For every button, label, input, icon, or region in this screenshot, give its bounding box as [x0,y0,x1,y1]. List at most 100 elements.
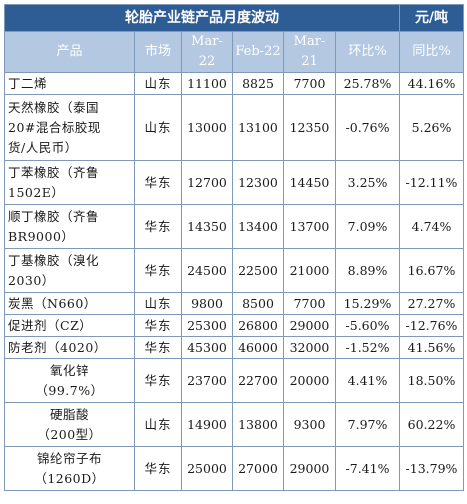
unit-label: 元/吨 [399,4,464,32]
table-row: 硬脂酸 （200型） 山东 14900 13800 9300 7.97% 60.22% [4,402,464,447]
mom-cell: -1.52% [335,336,400,359]
product-name-cell: 天然橡胶（泰国 20#混合标胶现 货/人民币） [4,94,135,161]
yoy-cell: 18.50% [399,358,464,403]
feb22-cell: 46000 [232,336,284,359]
feb22-cell: 13800 [232,402,284,447]
yoy-cell: 4.74% [399,204,464,249]
mar22-cell: 25000 [181,446,233,491]
market-cell: 山东 [134,72,182,95]
product-name-line: 炭黑（N660） [8,295,97,311]
mar21-cell: 9300 [283,402,336,447]
header-feb22: Feb-22 [232,31,284,73]
mar22-cell: 23700 [181,358,233,403]
market-cell: 山东 [134,402,182,447]
feb22-cell: 12300 [232,160,284,205]
yoy-cell: 41.56% [399,336,464,359]
feb22-cell: 8500 [232,292,284,315]
table-title: 轮胎产业链产品月度波动 [4,4,400,32]
product-name-line: BR9000） [8,228,75,244]
mar21-cell: 32000 [283,336,336,359]
table-row: 氧化锌 （99.7%） 华东 23700 22700 20000 4.41% 18.50% [4,358,464,403]
table-row: 丁基橡胶（溴化 2030） 华东 24500 22500 21000 8.89% 16.67% [4,248,464,293]
market-cell: 华东 [134,204,182,249]
header-product: 产品 [4,31,135,73]
product-name-line: 天然橡胶（泰国 [8,99,100,115]
mar22-cell: 13000 [181,94,233,161]
product-name-line: （1260D） [34,470,105,486]
mar21-cell: 7700 [283,292,336,315]
header-mar22: Mar-22 [181,31,233,73]
table-row: 促进剂（CZ） 华东 25300 26800 29000 -5.60% -12.76% [4,314,464,337]
market-cell: 山东 [134,292,182,315]
product-name-cell: 促进剂（CZ） [4,314,135,337]
product-name-line: 氧化锌 [49,362,89,378]
product-name-line: （99.7%） [35,382,104,398]
product-name-line: 锦纶帘子布 [36,450,102,466]
mar21-cell: 29000 [283,314,336,337]
yoy-cell: 60.22% [399,402,464,447]
product-name-line: 促进剂（CZ） [8,317,93,333]
header-mar21: Mar-21 [283,31,336,73]
feb22-cell: 13100 [232,94,284,161]
product-name-line: 20#混合标胶现 [8,119,101,135]
product-name-cell: 氧化锌 （99.7%） [4,358,135,403]
market-cell: 华东 [134,336,182,359]
mar22-cell: 11100 [181,72,233,95]
mom-cell: 4.41% [335,358,400,403]
product-name-line: 丁二烯 [8,75,48,91]
yoy-cell: 5.26% [399,94,464,161]
mar21-cell: 12350 [283,94,336,161]
table-row: 顺丁橡胶（齐鲁 BR9000） 华东 14350 13400 13700 7.09% 4.74… [4,204,464,249]
mar22-cell: 25300 [181,314,233,337]
yoy-cell: 27.27% [399,292,464,315]
product-name-cell: 顺丁橡胶（齐鲁 BR9000） [4,204,135,249]
product-name-line: 顺丁橡胶（齐鲁 [8,208,100,224]
market-cell: 华东 [134,160,182,205]
title-row: 轮胎产业链产品月度波动 元/吨 [4,4,464,32]
header-yoy: 同比% [399,31,464,73]
product-name-line: 防老剂（4020） [8,339,107,355]
product-name-cell: 防老剂（4020） [4,336,135,359]
product-name-line: 硬脂酸 [49,406,89,422]
market-cell: 华东 [134,358,182,403]
yoy-cell: -12.11% [399,160,464,205]
mom-cell: 8.89% [335,248,400,293]
mom-cell: -5.60% [335,314,400,337]
mar21-cell: 21000 [283,248,336,293]
product-name-cell: 锦纶帘子布 （1260D） [4,446,135,491]
market-cell: 山东 [134,94,182,161]
mar22-cell: 24500 [181,248,233,293]
mar22-cell: 14900 [181,402,233,447]
table-row: 丁二烯 山东 11100 8825 7700 25.78% 44.16% [4,72,464,95]
product-name-cell: 硬脂酸 （200型） [4,402,135,447]
mom-cell: 3.25% [335,160,400,205]
product-name-cell: 丁二烯 [4,72,135,95]
yoy-cell: -13.79% [399,446,464,491]
mar21-cell: 7700 [283,72,336,95]
mar22-cell: 14350 [181,204,233,249]
product-name-line: 丁苯橡胶（齐鲁 [8,164,100,180]
mom-cell: 7.97% [335,402,400,447]
price-table-container: 轮胎产业链产品月度波动 元/吨 产品 市场 Mar-22 Feb-22 Mar-… [4,4,464,491]
table-row: 丁苯橡胶（齐鲁 1502E） 华东 12700 12300 14450 3.25% -12.1… [4,160,464,205]
feb22-cell: 22700 [232,358,284,403]
mar22-cell: 12700 [181,160,233,205]
mom-cell: 7.09% [335,204,400,249]
product-name-line: 2030） [8,272,55,288]
table-row: 锦纶帘子布 （1260D） 华东 25000 27000 29000 -7.41% -13.7… [4,446,464,491]
mar21-cell: 13700 [283,204,336,249]
mar21-cell: 20000 [283,358,336,403]
product-name-line: 丁基橡胶（溴化 [8,252,100,268]
yoy-cell: 44.16% [399,72,464,95]
product-name-line: 1502E） [8,184,65,200]
mom-cell: -7.41% [335,446,400,491]
feb22-cell: 13400 [232,204,284,249]
product-name-line: （200型） [37,426,102,442]
market-cell: 华东 [134,314,182,337]
product-name-cell: 炭黑（N660） [4,292,135,315]
feb22-cell: 26800 [232,314,284,337]
mar21-cell: 29000 [283,446,336,491]
feb22-cell: 27000 [232,446,284,491]
mom-cell: 25.78% [335,72,400,95]
yoy-cell: 16.67% [399,248,464,293]
